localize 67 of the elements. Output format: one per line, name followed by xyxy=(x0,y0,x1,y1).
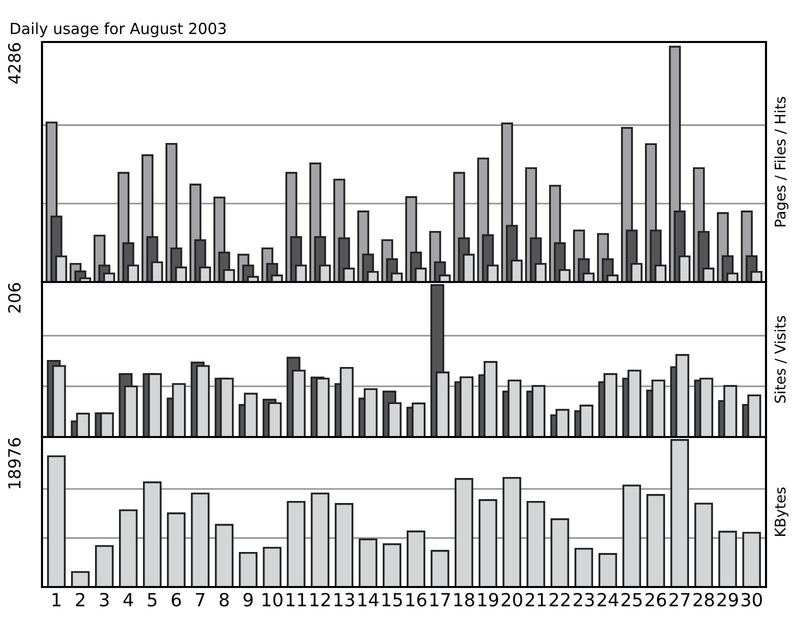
bar xyxy=(622,484,642,587)
bar xyxy=(646,494,666,587)
bar xyxy=(382,543,402,587)
x-tick-label: 29 xyxy=(717,592,738,607)
bar xyxy=(190,492,210,587)
bar xyxy=(334,503,354,587)
x-tick-label: 4 xyxy=(123,593,134,606)
x-tick-label: 7 xyxy=(196,593,204,606)
x-tick-label: 23 xyxy=(574,592,594,607)
x-tick-label: 25 xyxy=(622,592,642,607)
chart-title: Daily usage for August 2003 xyxy=(10,22,226,38)
bar xyxy=(742,532,761,587)
x-tick-label: 28 xyxy=(694,592,714,607)
x-tick-label: 5 xyxy=(148,593,156,607)
x-tick-label: 12 xyxy=(310,592,330,606)
x-tick-label: 9 xyxy=(244,592,253,607)
x-tick-label: 8 xyxy=(220,592,229,607)
bar xyxy=(670,439,689,587)
x-tick-label: 22 xyxy=(550,592,570,606)
y-axis-title: Sites / Visits xyxy=(774,316,787,403)
y-axis-title: KBytes xyxy=(774,487,788,536)
text: 18976 xyxy=(8,438,21,488)
bar xyxy=(406,530,426,587)
bar xyxy=(71,571,90,587)
x-tick-label: 26 xyxy=(646,592,666,607)
bar xyxy=(430,550,450,587)
x-tick-label: 27 xyxy=(670,592,690,606)
x-tick-label: 30 xyxy=(742,592,762,607)
bar xyxy=(358,538,378,587)
bar xyxy=(142,481,162,587)
text: 206 xyxy=(8,283,21,313)
y-axis-title: Pages / Files / Hits xyxy=(774,96,788,226)
x-tick-label: 17 xyxy=(430,593,450,606)
bar xyxy=(238,552,258,587)
bar xyxy=(598,553,618,587)
bar xyxy=(310,492,330,587)
x-tick-label: 3 xyxy=(100,592,109,607)
bar xyxy=(574,548,594,587)
bar xyxy=(526,500,546,587)
x-tick-label: 10 xyxy=(262,592,282,607)
x-tick-label: 16 xyxy=(406,592,426,607)
x-tick-label: 14 xyxy=(358,593,379,606)
x-tick-label: 20 xyxy=(502,592,522,607)
bar xyxy=(550,518,570,587)
x-tick-label: 18 xyxy=(454,592,474,607)
x-tick-label: 1 xyxy=(52,593,60,606)
bar xyxy=(166,512,186,587)
x-tick-label: 6 xyxy=(172,592,181,607)
bar xyxy=(478,499,498,587)
x-tick-label: 2 xyxy=(76,592,84,606)
x-tick-label: 11 xyxy=(286,593,306,606)
bar xyxy=(47,455,66,587)
x-tick-label: 15 xyxy=(382,593,402,607)
x-tick-label: 21 xyxy=(526,592,546,606)
x-tick-label: 24 xyxy=(598,592,618,606)
x-tick-label: 19 xyxy=(478,592,498,607)
x-tick-label: 13 xyxy=(334,592,354,607)
bar xyxy=(286,500,306,587)
bar xyxy=(718,530,737,587)
text: 4286 xyxy=(8,43,21,84)
bar xyxy=(95,545,114,587)
bar xyxy=(214,524,234,587)
bar xyxy=(454,478,474,587)
bar xyxy=(502,476,522,587)
bar xyxy=(262,546,282,587)
bar xyxy=(119,509,138,587)
bar xyxy=(694,502,713,587)
